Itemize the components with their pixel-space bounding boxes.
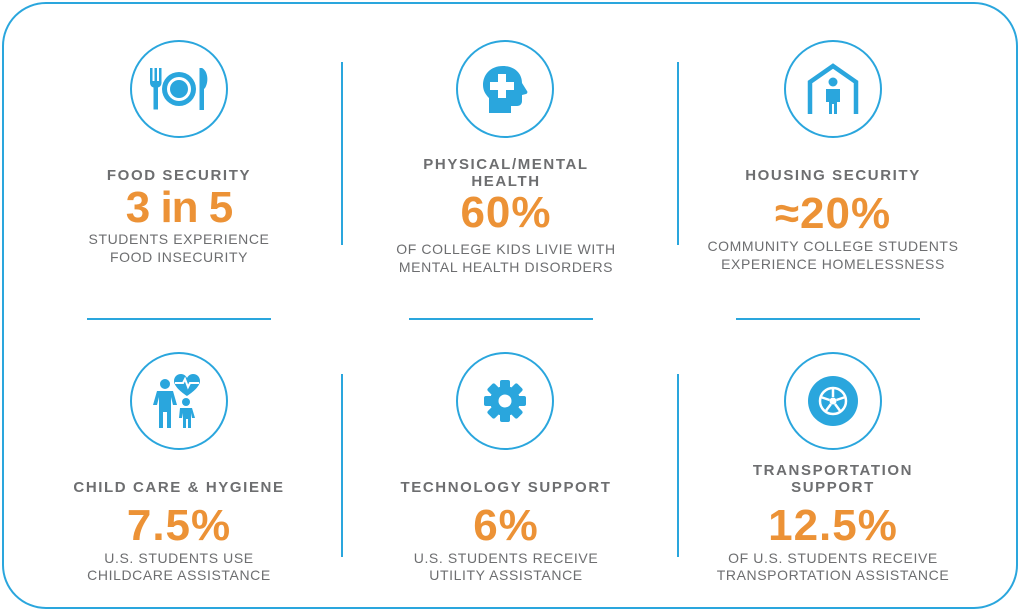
card-frame bbox=[2, 2, 1018, 609]
person-in-house-icon bbox=[784, 40, 882, 138]
parent-child-heart-icon bbox=[130, 352, 228, 450]
stat-value: 6% bbox=[473, 501, 539, 550]
stat-description-line: UTILITY ASSISTANCE bbox=[429, 567, 583, 583]
divider-vertical bbox=[677, 62, 679, 245]
divider-horizontal bbox=[87, 318, 271, 320]
stat-child-care-hygiene: CHILD CARE & HYGIENE 7.5% U.S. STUDENTS … bbox=[14, 312, 344, 612]
stat-description-line: CHILDCARE ASSISTANCE bbox=[87, 567, 271, 583]
plate-fork-knife-icon bbox=[130, 40, 228, 138]
gear-icon bbox=[456, 352, 554, 450]
stat-value: ≈20% bbox=[774, 189, 892, 238]
stat-title: PHYSICAL/MENTAL bbox=[423, 156, 589, 173]
stat-description-line: STUDENTS EXPERIENCE bbox=[88, 231, 270, 247]
divider-horizontal bbox=[736, 318, 920, 320]
divider-horizontal bbox=[409, 318, 593, 320]
stat-value: 60% bbox=[460, 188, 552, 237]
stat-transportation-support: TRANSPORTATION SUPPORT 12.5% OF U.S. STU… bbox=[668, 312, 998, 612]
stat-description-line: COMMUNITY COLLEGE STUDENTS bbox=[707, 238, 959, 254]
stat-title: TECHNOLOGY SUPPORT bbox=[400, 479, 612, 496]
stat-description-line: MENTAL HEALTH DISORDERS bbox=[398, 259, 614, 275]
divider-vertical bbox=[341, 374, 343, 557]
divider-vertical bbox=[677, 374, 679, 557]
stat-description-line: U.S. STUDENTS USE bbox=[104, 550, 254, 566]
stat-title: CHILD CARE & HYGIENE bbox=[73, 479, 285, 496]
stat-description-line: OF U.S. STUDENTS RECEIVE bbox=[728, 550, 938, 566]
stat-description-line: TRANSPORTATION ASSISTANCE bbox=[716, 567, 950, 583]
stat-title: TRANSPORTATION bbox=[752, 462, 914, 479]
stat-housing-security: HOUSING SECURITY ≈20% COMMUNITY COLLEGE … bbox=[668, 0, 998, 300]
stat-food-security: FOOD SECURITY 3 in 5 STUDENTS EXPERIENCE… bbox=[14, 0, 344, 300]
stat-value: 7.5% bbox=[126, 501, 232, 550]
head-medical-cross-icon bbox=[456, 40, 554, 138]
stat-title: HOUSING SECURITY bbox=[745, 167, 921, 184]
stat-technology-support: TECHNOLOGY SUPPORT 6% U.S. STUDENTS RECE… bbox=[341, 312, 671, 612]
stat-title: HEALTH bbox=[471, 173, 541, 190]
stat-value: 3 in 5 bbox=[125, 183, 234, 232]
stat-description-line: U.S. STUDENTS RECEIVE bbox=[413, 550, 599, 566]
stat-title: SUPPORT bbox=[791, 479, 875, 496]
stat-title: FOOD SECURITY bbox=[106, 167, 252, 184]
stat-physical-mental-health: PHYSICAL/MENTAL HEALTH 60% OF COLLEGE KI… bbox=[341, 0, 671, 300]
stat-description-line: EXPERIENCE HOMELESSNESS bbox=[721, 256, 945, 272]
stat-value: 12.5% bbox=[768, 501, 898, 550]
stat-description-line: OF COLLEGE KIDS LIVIE WITH bbox=[396, 241, 616, 257]
divider-vertical bbox=[341, 62, 343, 245]
stat-description-line: FOOD INSECURITY bbox=[109, 249, 249, 265]
wheel-icon bbox=[784, 352, 882, 450]
